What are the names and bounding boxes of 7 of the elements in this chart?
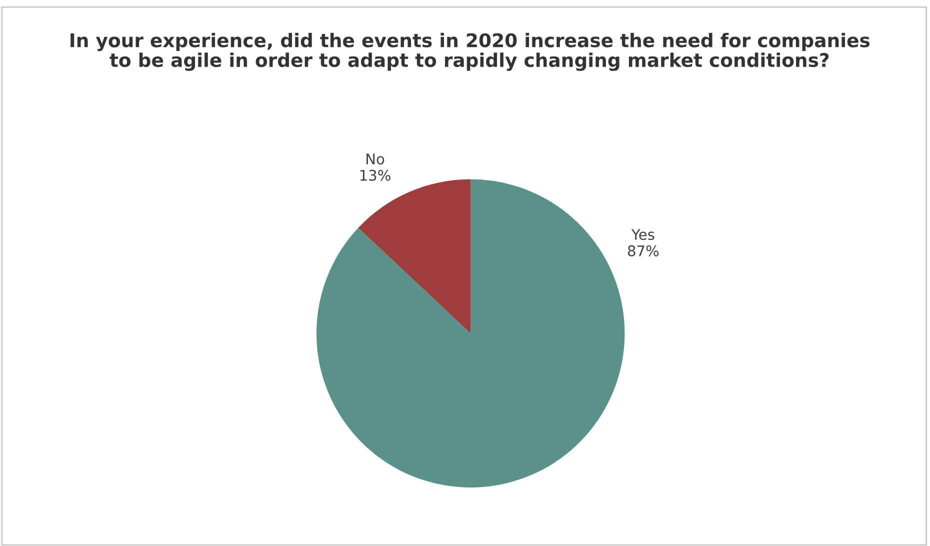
- data-label: 13%: [360, 170, 390, 181]
- chart-title: In your experience, did the events in 2020 increase the need for companies to be agile in order to adapt to rapidly changing market conditions?: [70, 32, 870, 71]
- pie-slice: [358, 179, 471, 334]
- slice-label: No: [366, 154, 384, 164]
- pie-slice: [316, 179, 625, 488]
- data-label: 87%: [628, 245, 659, 256]
- slice-label: Yes: [631, 229, 654, 240]
